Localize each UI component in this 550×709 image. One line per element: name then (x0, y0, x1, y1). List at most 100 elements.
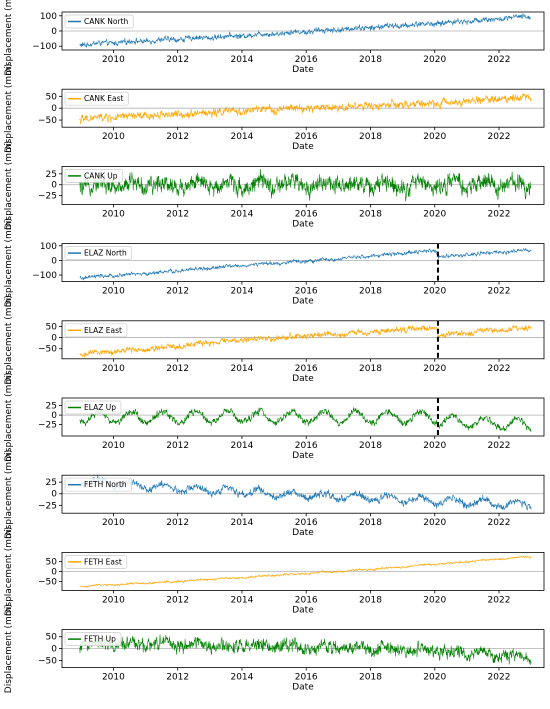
y-tick-label: 100 (40, 242, 57, 252)
x-tick-label: 2022 (488, 132, 511, 142)
x-tick-label: 2022 (488, 595, 511, 605)
subplot-8: −500 50 2010 2012 2014 2016 2018 2020 2022 Date Di… (4, 604, 545, 693)
y-tick-label: 50 (46, 557, 58, 567)
x-tick-label: 2012 (166, 209, 189, 219)
y-tick-label: −50 (38, 656, 57, 666)
legend-label: ELAZ East (84, 326, 122, 335)
x-tick-label: 2020 (423, 364, 446, 374)
legend: FETH Up (64, 632, 122, 646)
legend: ELAZ East (64, 323, 128, 338)
legend-label: FETH East (84, 557, 122, 566)
legend-box (64, 477, 132, 492)
x-tick-label: 2012 (166, 287, 189, 297)
x-tick-label: 2020 (423, 287, 446, 297)
x-tick-label: 2018 (359, 595, 382, 605)
series-line (79, 475, 532, 511)
x-axis-label: Date (292, 65, 314, 75)
legend-box (64, 91, 129, 106)
legend-label: CANK North (84, 17, 129, 26)
x-tick-label: 2020 (423, 209, 446, 219)
legend-label: FETH Up (84, 635, 116, 644)
y-tick-label: 50 (46, 322, 58, 332)
y-axis-label: Displacement (mm) (4, 295, 14, 384)
y-axis-label: Displacement (mm) (4, 604, 14, 693)
subplot-1: −50 0 50 2010 2012 2014 2016 2018 2020 2022 Date Di… (4, 64, 545, 153)
y-axis-label: Displacement (mm) (4, 450, 14, 539)
series-line (79, 634, 532, 665)
y-axis-label: Displacement (mm) (4, 527, 14, 616)
legend-box (64, 169, 123, 183)
series-line (79, 169, 532, 202)
x-tick-label: 2012 (166, 55, 189, 65)
x-tick-label: 2018 (359, 287, 382, 297)
x-tick-label: 2016 (295, 209, 318, 219)
x-axis-label: Date (292, 605, 314, 615)
x-tick-label: 2012 (166, 595, 189, 605)
x-tick-label: 2022 (488, 441, 511, 451)
x-axis-label: Date (292, 142, 314, 152)
x-tick-label: 2014 (230, 132, 253, 142)
y-tick-label: −100 (32, 271, 57, 281)
y-tick-label: 0 (51, 490, 57, 500)
x-tick-label: 2014 (230, 364, 253, 374)
y-tick-label: −50 (38, 345, 57, 355)
y-tick-label: 50 (46, 633, 58, 643)
y-axis-label: Displacement (mm) (4, 141, 14, 230)
x-tick-label: 2022 (488, 209, 511, 219)
y-tick-label: −25 (38, 192, 57, 202)
legend-label: ELAZ Up (84, 403, 116, 412)
y-tick-label: 0 (51, 181, 57, 191)
x-tick-label: 2018 (359, 364, 382, 374)
y-tick-label: 50 (46, 92, 58, 102)
axes-frame (61, 243, 545, 283)
x-tick-label: 2020 (423, 55, 446, 65)
y-tick-label: 0 (51, 334, 57, 344)
legend-box (64, 14, 134, 29)
x-tick-label: 2010 (102, 595, 125, 605)
x-tick-label: 2010 (102, 55, 125, 65)
x-tick-label: 2022 (488, 673, 511, 683)
x-tick-label: 2010 (102, 287, 125, 297)
legend-box (64, 246, 133, 260)
x-tick-label: 2010 (102, 518, 125, 528)
legend-box (64, 555, 128, 569)
y-tick-label: 0 (51, 104, 57, 114)
x-tick-label: 2018 (359, 55, 382, 65)
x-tick-label: 2020 (423, 518, 446, 528)
x-tick-label: 2016 (295, 132, 318, 142)
x-tick-label: 2014 (230, 673, 253, 683)
y-tick-label: 25 (46, 478, 57, 488)
y-tick-label: 100 (40, 12, 57, 22)
x-tick-label: 2014 (230, 55, 253, 65)
axes-frame (61, 397, 545, 437)
y-axis-label: Displacement (mm) (4, 64, 14, 153)
legend: FETH East (64, 555, 128, 569)
x-tick-label: 2018 (359, 209, 382, 219)
y-tick-label: −100 (32, 42, 57, 52)
y-tick-label: 0 (51, 27, 57, 37)
x-axis-label: Date (292, 297, 314, 307)
x-tick-label: 2010 (102, 132, 125, 142)
y-tick-label: 0 (51, 411, 57, 421)
y-tick-label: 0 (51, 567, 57, 577)
axes-frame (61, 320, 545, 360)
x-tick-label: 2010 (102, 364, 125, 374)
x-axis-label: Date (292, 683, 314, 693)
x-tick-label: 2012 (166, 364, 189, 374)
legend: FETH North (64, 477, 132, 492)
y-tick-label: −25 (38, 421, 57, 431)
legend-label: FETH North (84, 480, 127, 489)
x-tick-label: 2018 (359, 518, 382, 528)
x-tick-label: 2012 (166, 132, 189, 142)
x-tick-label: 2012 (166, 518, 189, 528)
y-tick-label: 0 (51, 256, 57, 266)
legend-label: ELAZ North (84, 249, 127, 258)
x-tick-label: 2022 (488, 364, 511, 374)
series-line (79, 407, 532, 432)
y-tick-label: −50 (38, 116, 57, 126)
series-line (79, 247, 532, 281)
